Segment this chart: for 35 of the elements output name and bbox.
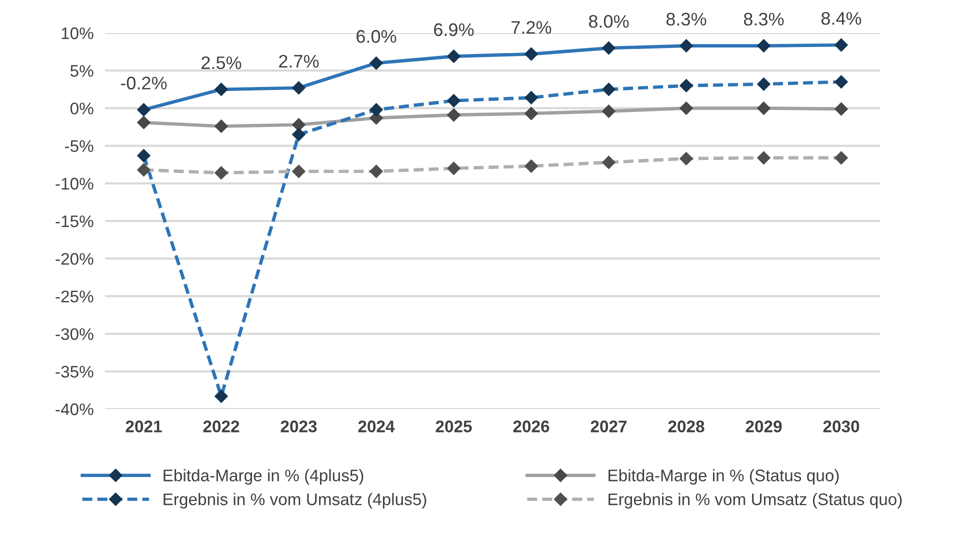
legend-label: Ergebnis in % vom Umsatz (4plus5): [164, 492, 426, 509]
x-tick-label: 2029: [746, 420, 782, 432]
x-tick-label: 2025: [436, 420, 472, 432]
data-label: 8.4%: [821, 12, 862, 25]
y-tick-label: -25%: [56, 290, 94, 302]
data-label: 8.0%: [588, 15, 629, 28]
y-tick-label: 10%: [62, 27, 94, 40]
x-tick-label: 2021: [126, 420, 162, 432]
y-tick-label: -5%: [64, 140, 94, 152]
x-tick-label: 2028: [668, 420, 704, 432]
legend-label: Ebitda-Marge in % (Status quo): [608, 469, 839, 485]
y-tick-label: -35%: [56, 366, 94, 378]
data-label: 6.0%: [356, 30, 396, 43]
y-tick-label: -40%: [56, 403, 94, 416]
data-label: 6.9%: [434, 23, 474, 36]
x-tick-label: 2030: [823, 420, 860, 432]
x-tick-label: 2027: [590, 420, 627, 432]
y-tick-label: -30%: [56, 328, 94, 340]
data-label: 2.7%: [279, 54, 319, 68]
y-tick-label: -20%: [56, 253, 94, 265]
x-tick-label: 2023: [280, 420, 317, 432]
x-tick-label: 2024: [358, 420, 395, 432]
data-label: -0.2%: [120, 76, 167, 90]
data-label: 7.2%: [512, 21, 552, 34]
y-tick-label: 5%: [70, 65, 94, 77]
y-tick-label: -15%: [56, 215, 94, 228]
data-label: 8.3%: [744, 12, 784, 26]
y-tick-label: -10%: [56, 178, 94, 190]
legend-label: Ebitda-Marge in % (4plus5): [164, 469, 364, 485]
x-tick-label: 2022: [203, 420, 240, 432]
legend-label: Ergebnis in % vom Umsatz (Status quo): [608, 492, 902, 509]
data-label: 8.3%: [666, 12, 706, 26]
y-tick-label: 0%: [70, 102, 94, 114]
x-tick-label: 2026: [513, 420, 550, 432]
data-label: 2.5%: [202, 56, 242, 70]
